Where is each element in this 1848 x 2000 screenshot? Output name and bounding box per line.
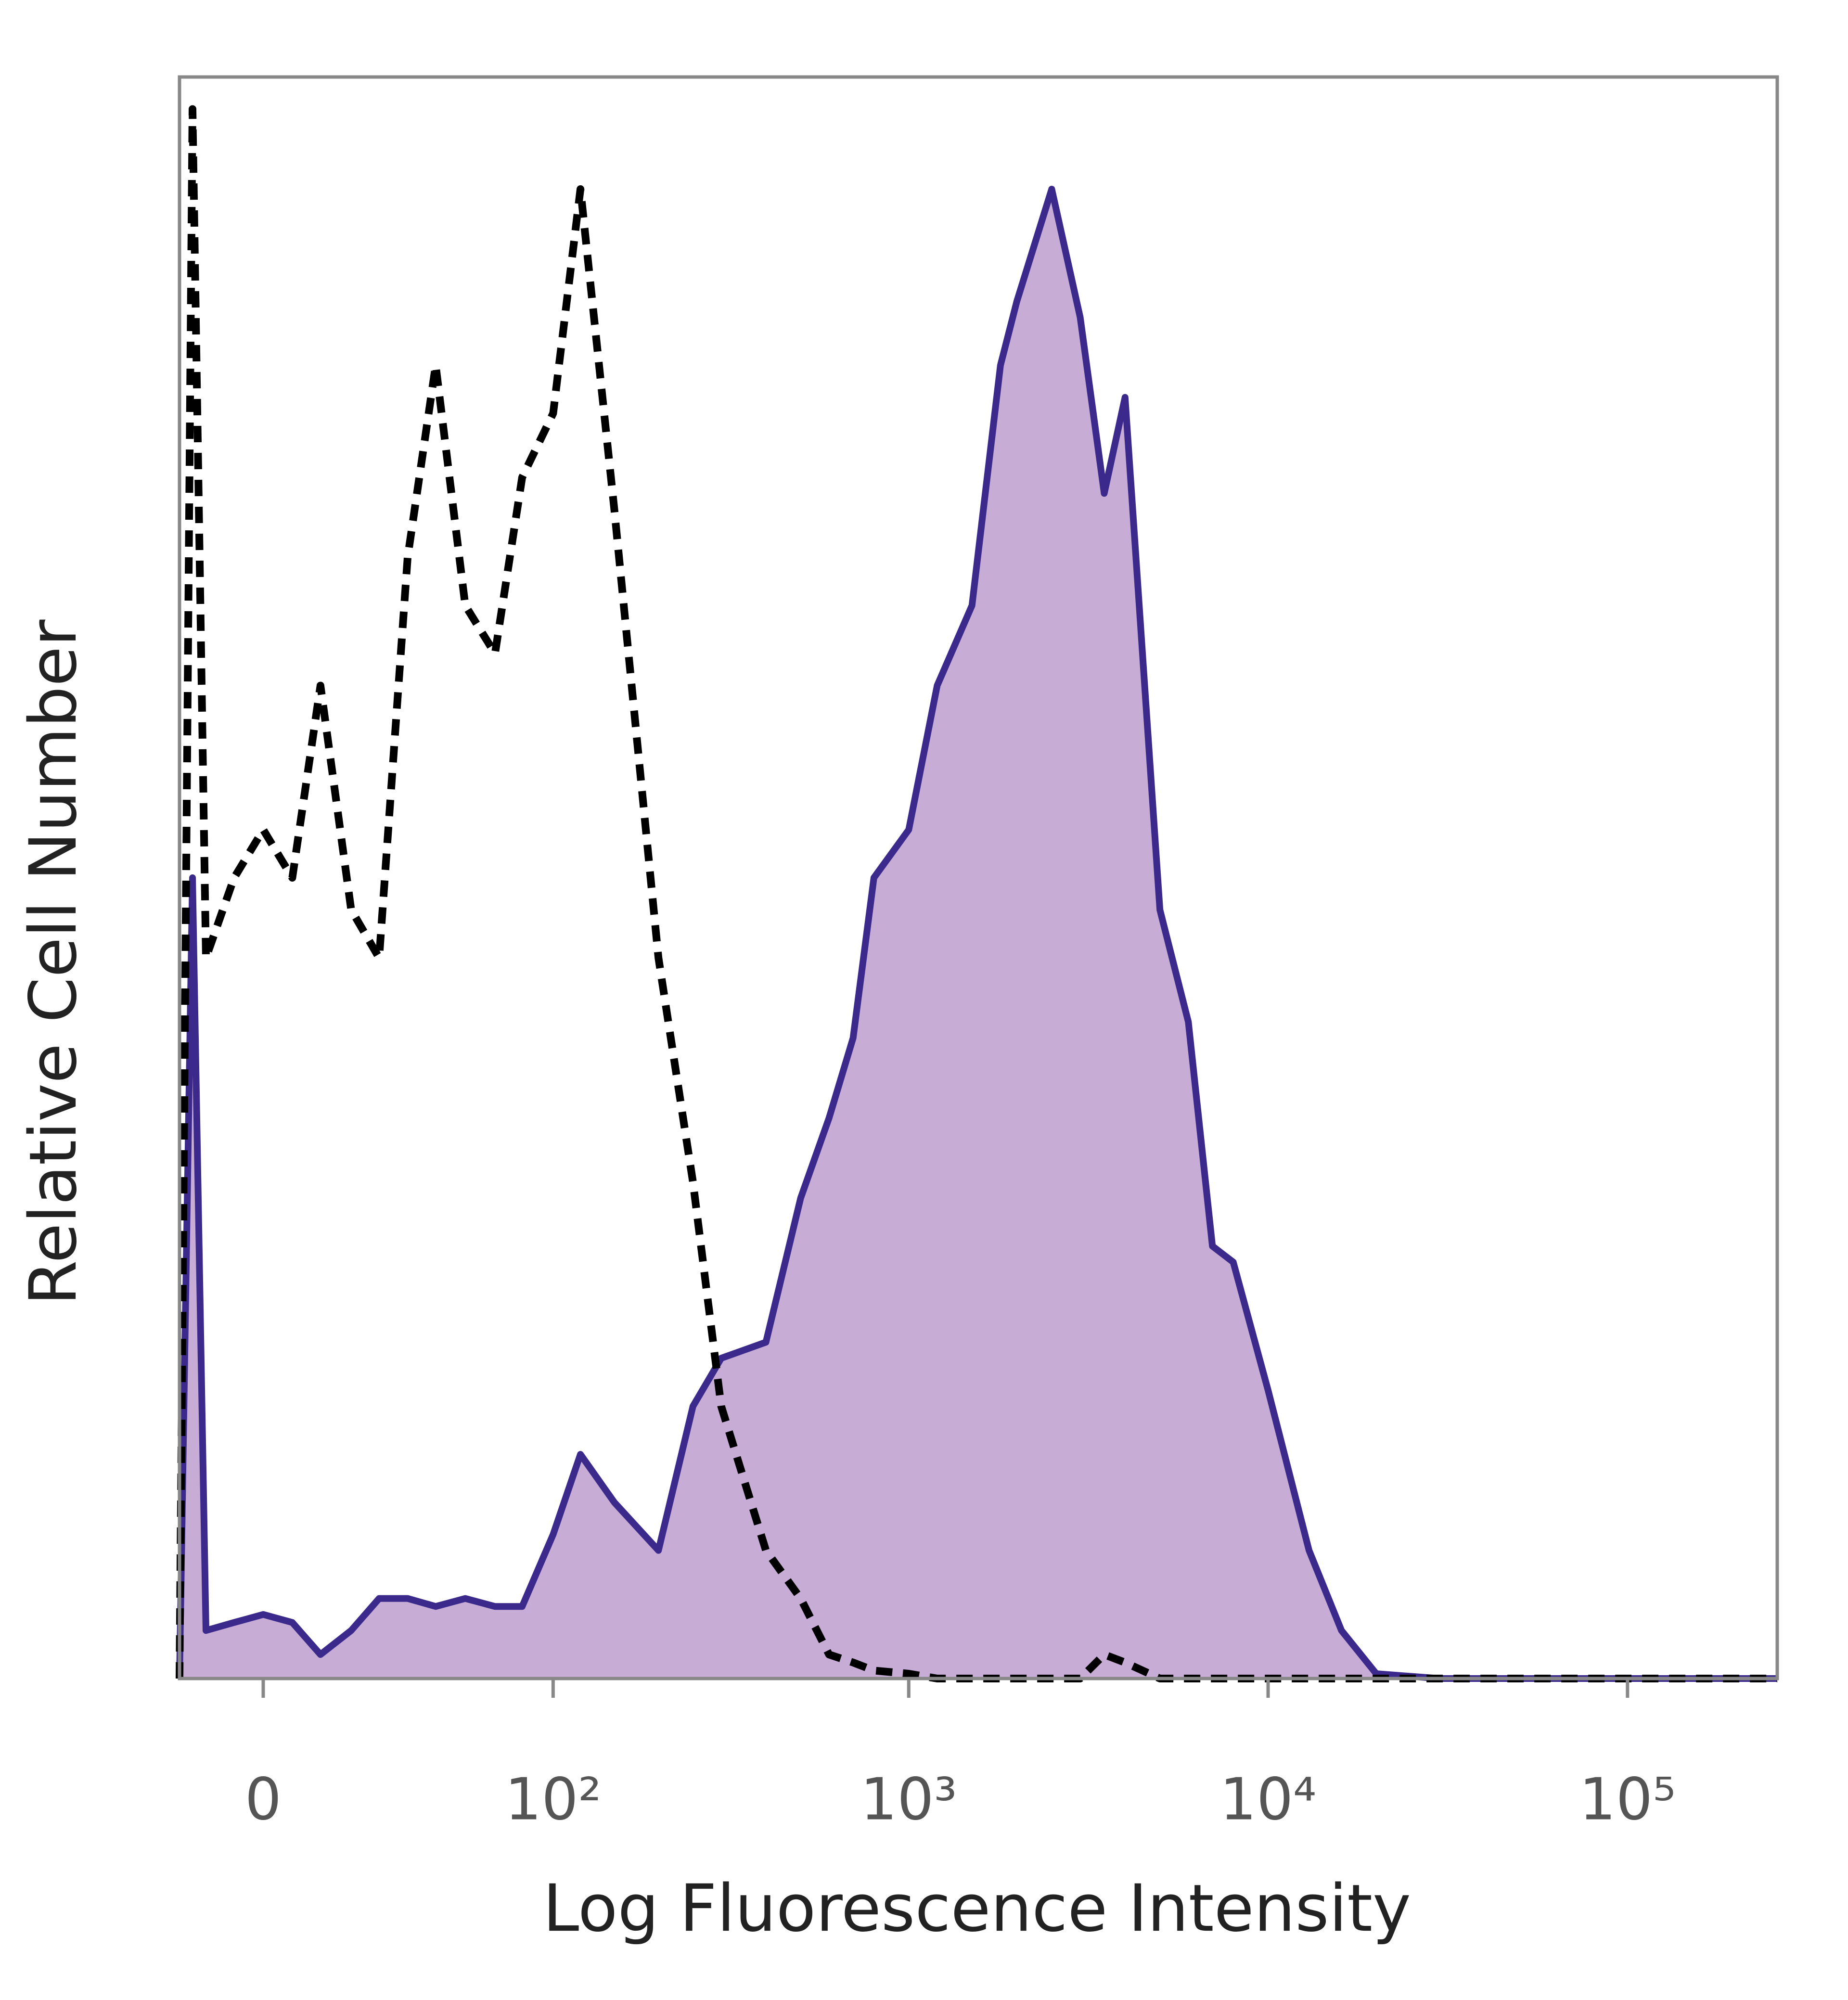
x-tick-label: 0	[245, 1767, 282, 1833]
x-axis-label: Log Fluorescence Intensity	[543, 1871, 1411, 1946]
histogram-area	[180, 189, 1777, 1679]
x-tick-label: 10³	[860, 1767, 957, 1833]
plot-frame	[178, 75, 1779, 1680]
x-tick-label: 10²	[505, 1767, 602, 1833]
histogram-line	[176, 186, 1777, 1682]
x-tick-label: 10⁴	[1220, 1767, 1317, 1833]
x-tick-label: 10⁵	[1579, 1767, 1676, 1833]
y-axis-label: Relative Cell Number	[15, 619, 91, 1305]
